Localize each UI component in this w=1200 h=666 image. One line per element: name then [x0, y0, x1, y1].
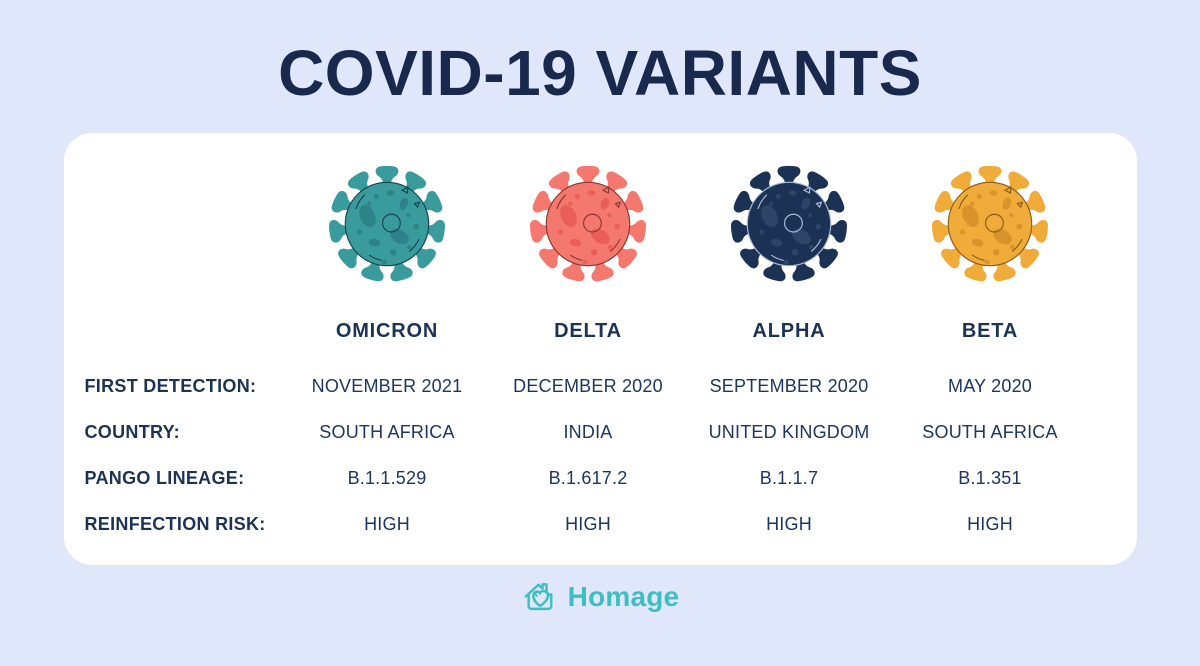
- beta-pango-lineage-value: B.1.351: [958, 467, 1022, 488]
- alpha-virus-icon: [718, 153, 860, 295]
- alpha-pango-lineage-value: B.1.1.7: [759, 467, 819, 488]
- name-cell-spacer: [85, 299, 287, 363]
- variant-name-alpha: ALPHA: [752, 319, 826, 342]
- beta-reinfection-risk-value: HIGH: [967, 513, 1013, 534]
- beta-virus-cell: [890, 149, 1091, 299]
- variants-table-card: OMICRON DELTA ALPHA BETA FIRST DETECTION…: [63, 133, 1137, 565]
- infographic-page: { "title": "COVID-19 VARIANTS", "colors"…: [0, 38, 1200, 666]
- omicron-pango-lineage-value: B.1.1.529: [347, 467, 427, 488]
- brand-name: Homage: [567, 580, 680, 612]
- omicron-virus-icon: [316, 153, 458, 295]
- footer-brand: Homage: [0, 578, 1200, 615]
- variant-name-beta: BETA: [961, 319, 1019, 342]
- alpha-virus-cell: [689, 149, 890, 299]
- house-heart-icon: [524, 583, 553, 611]
- omicron-reinfection-risk-value: HIGH: [364, 513, 410, 534]
- omicron-first-detection-value: NOVEMBER 2021: [311, 375, 463, 396]
- icon-cell-spacer: [85, 149, 287, 299]
- delta-first-detection-value: DECEMBER 2020: [513, 375, 663, 396]
- row-label-reinfection-risk: REINFECTION RISK:: [84, 513, 266, 534]
- row-label-pango-lineage: PANGO LINEAGE:: [84, 467, 245, 488]
- variant-name-omicron: OMICRON: [335, 319, 439, 342]
- delta-virus-icon: [517, 153, 659, 295]
- omicron-country-value: SOUTH AFRICA: [319, 421, 455, 442]
- delta-virus-cell: [488, 149, 689, 299]
- alpha-country-value: UNITED KINGDOM: [708, 421, 870, 442]
- delta-reinfection-risk-value: HIGH: [565, 513, 611, 534]
- alpha-reinfection-risk-value: HIGH: [766, 513, 812, 534]
- variant-name-delta: DELTA: [554, 319, 622, 342]
- page-title: COVID-19 VARIANTS: [278, 37, 922, 109]
- delta-country-value: INDIA: [563, 421, 613, 442]
- beta-first-detection-value: MAY 2020: [948, 375, 1032, 396]
- row-label-first-detection: FIRST DETECTION:: [84, 375, 257, 396]
- beta-virus-icon: [919, 153, 1061, 295]
- alpha-first-detection-value: SEPTEMBER 2020: [709, 375, 869, 396]
- beta-country-value: SOUTH AFRICA: [922, 421, 1058, 442]
- row-label-country: COUNTRY:: [84, 421, 180, 442]
- omicron-virus-cell: [287, 149, 488, 299]
- delta-pango-lineage-value: B.1.617.2: [548, 467, 628, 488]
